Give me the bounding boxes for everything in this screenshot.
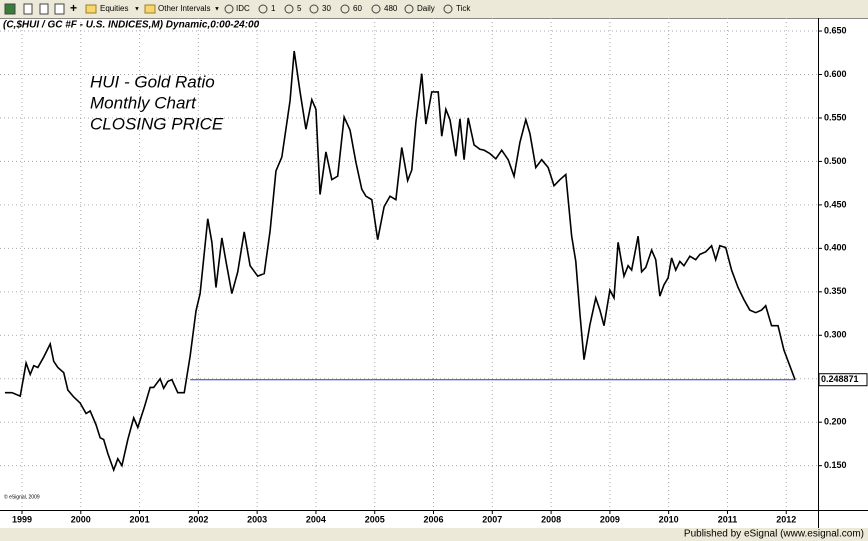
- y-tick-label: 0.200: [824, 417, 847, 427]
- x-tick-label: 2010: [659, 514, 679, 524]
- dropdown-arrow[interactable]: ▼: [214, 7, 220, 13]
- chart-title: (C,$HUI / GC #F - U.S. INDICES,M) Dynami…: [3, 20, 260, 31]
- y-tick-label: 0.600: [824, 69, 847, 79]
- toolbar-item[interactable]: IDC: [236, 4, 250, 13]
- y-tick-label: 0.650: [824, 25, 847, 35]
- icon: [224, 4, 234, 14]
- icon[interactable]: [54, 3, 65, 15]
- toolbar: [0, 0, 868, 18]
- y-tick-label: 0.550: [824, 112, 847, 122]
- copyright: © eSignal, 2009: [4, 493, 40, 500]
- icon: [284, 4, 294, 14]
- y-tick-label: 0.500: [824, 156, 847, 166]
- annotation: CLOSING PRICE: [90, 114, 224, 133]
- toolbar-item[interactable]: 480: [384, 4, 398, 13]
- toolbar-item[interactable]: 30: [322, 4, 331, 13]
- annotation: HUI - Gold Ratio: [90, 72, 215, 91]
- x-tick-label: 2000: [71, 514, 91, 524]
- icon: [340, 4, 350, 14]
- annotation: Monthly Chart: [90, 93, 197, 112]
- last-price-label: 0.248871: [821, 374, 859, 384]
- y-tick-label: 0.400: [824, 243, 847, 253]
- x-tick-label: 2007: [482, 514, 502, 524]
- icon: [258, 4, 268, 14]
- x-tick-label: 2009: [600, 514, 620, 524]
- plot: [4, 50, 796, 473]
- toolbar-item[interactable]: 60: [353, 4, 362, 13]
- x-tick-label: 2008: [541, 514, 561, 524]
- x-tick-label: 2011: [718, 514, 738, 524]
- last-price-box: [818, 373, 868, 387]
- x-tick-label: 2006: [423, 514, 443, 524]
- icon[interactable]: [85, 4, 97, 14]
- x-tick-label: 2005: [365, 514, 385, 524]
- x-tick-label: 2012: [776, 514, 796, 524]
- footer-bar: [0, 528, 868, 541]
- chart-background: [0, 18, 868, 528]
- toolbar-item[interactable]: 1: [271, 4, 276, 13]
- icon: [404, 4, 414, 14]
- icon[interactable]: [144, 4, 156, 14]
- footer: Published by eSignal (www.esignal.com): [684, 529, 864, 540]
- y-tick-label: 0.450: [824, 199, 847, 209]
- icon: [371, 4, 381, 14]
- y-tick-label: 0.350: [824, 286, 847, 296]
- icon: [443, 4, 453, 14]
- price-line: [4, 50, 796, 473]
- x-tick-label: 2001: [130, 514, 150, 524]
- icon: [309, 4, 319, 14]
- y-tick-label: 0.150: [824, 460, 847, 470]
- x-tick-label: 2004: [306, 514, 326, 524]
- icon[interactable]: [4, 3, 16, 15]
- toolbar-item[interactable]: Other Intervals: [158, 4, 210, 13]
- dropdown-arrow[interactable]: ▼: [134, 7, 140, 13]
- toolbar-icons: + ▼ ▼: [4, 1, 453, 15]
- toolbar-item[interactable]: Daily: [417, 4, 435, 13]
- x-tick-label: 2003: [247, 514, 267, 524]
- toolbar-item[interactable]: Equities: [100, 4, 128, 13]
- toolbar-item[interactable]: 5: [297, 4, 302, 13]
- icon[interactable]: +: [70, 1, 77, 15]
- icon[interactable]: [23, 3, 33, 15]
- x-tick-label: 1999: [12, 514, 32, 524]
- toolbar-item[interactable]: Tick: [456, 4, 471, 13]
- icon[interactable]: [39, 3, 49, 15]
- y-tick-label: 0.300: [824, 330, 847, 340]
- x-tick-label: 2002: [188, 514, 208, 524]
